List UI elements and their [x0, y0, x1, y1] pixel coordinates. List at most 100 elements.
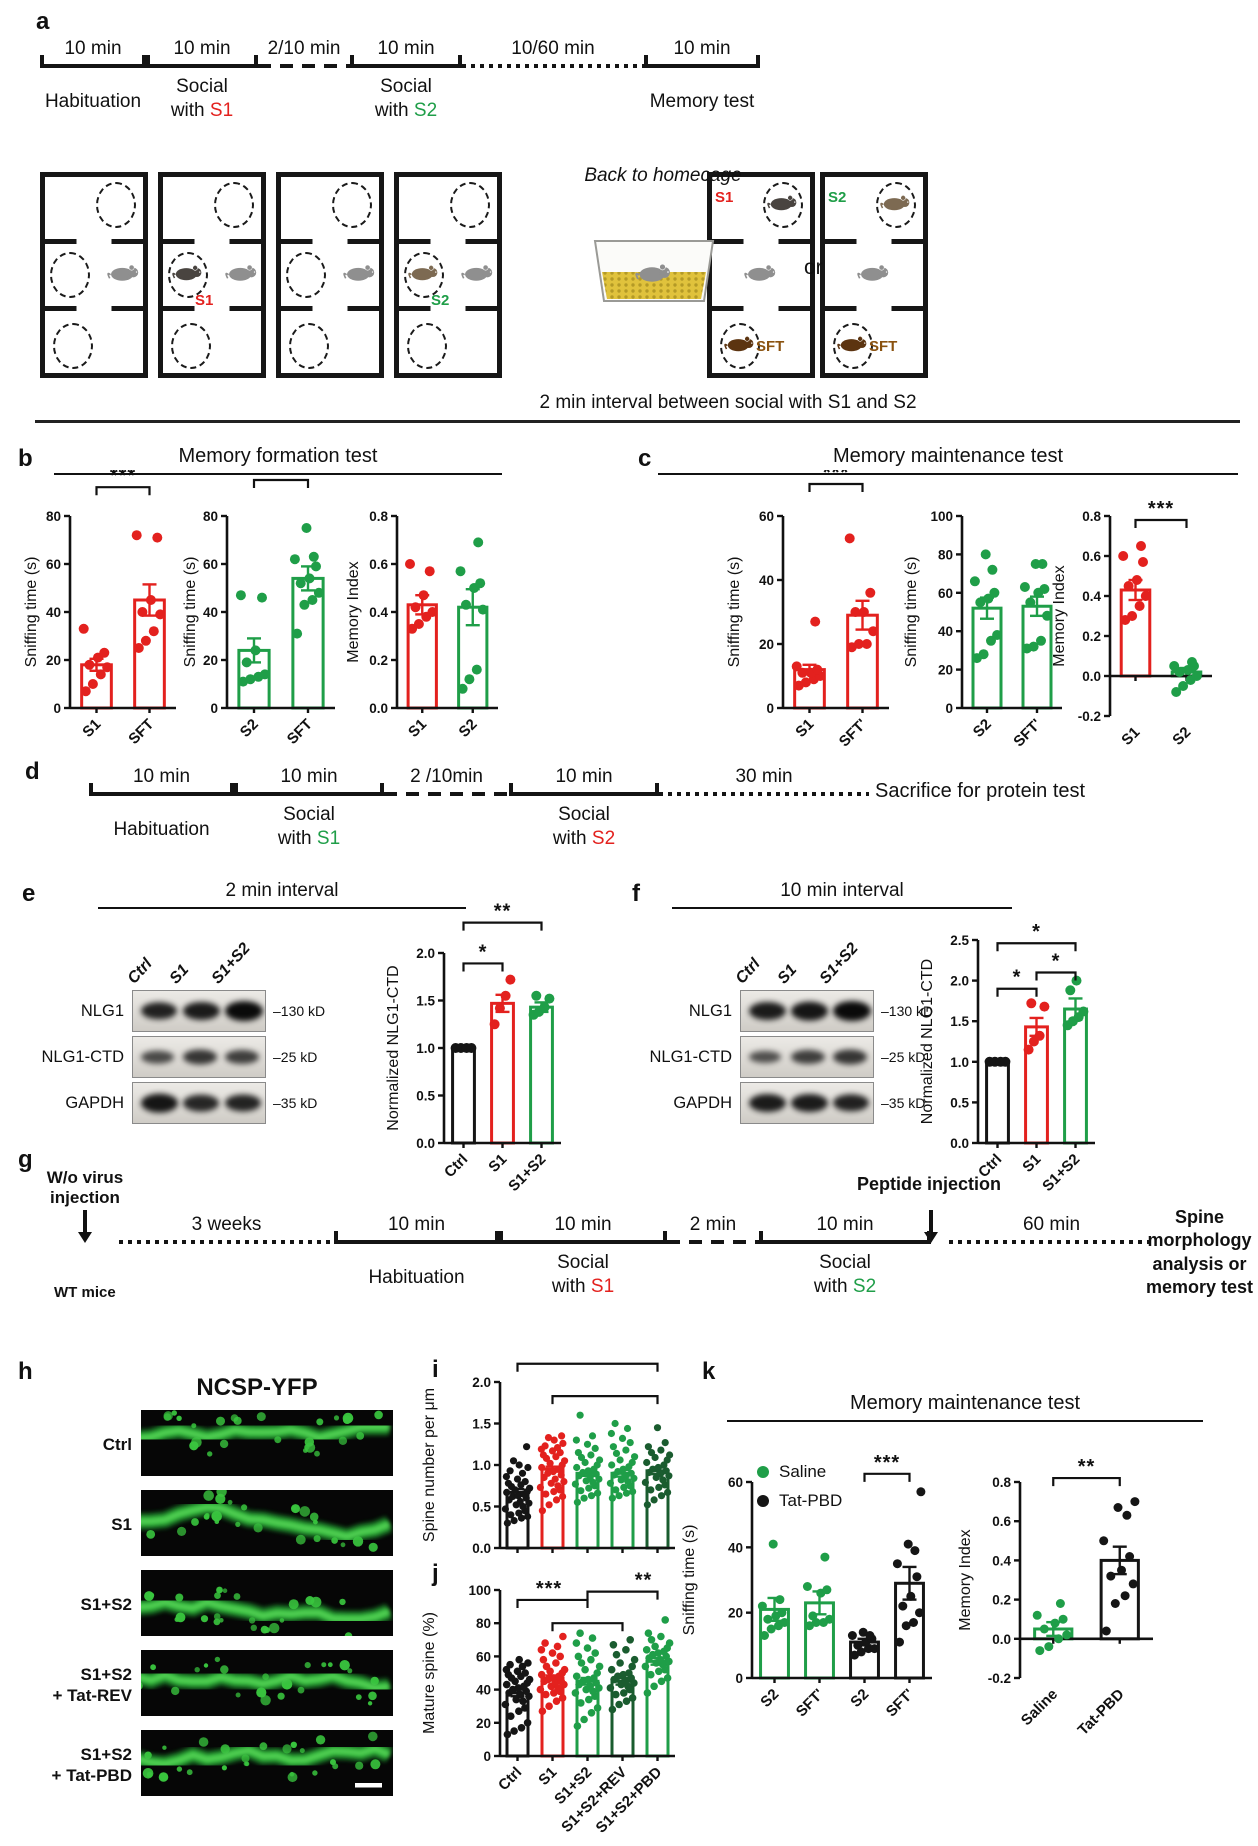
dendrite-row: S1+S2 + Tat-PBD — [24, 1730, 393, 1801]
svg-text:0.5: 0.5 — [416, 1089, 435, 1104]
panel-label-h: h — [18, 1358, 33, 1385]
panel-e-title: 2 min interval — [98, 880, 466, 909]
timeline-segment: 10 min Habituation — [334, 1214, 499, 1290]
mouse-label: SFT — [869, 337, 898, 355]
dendrite-row-label: Ctrl — [102, 1435, 132, 1455]
blot-protein-label: NLG1-CTD — [649, 1047, 732, 1066]
svg-text:20: 20 — [728, 1606, 743, 1621]
svg-text:1.5: 1.5 — [472, 1417, 491, 1432]
chamber-cup — [404, 251, 444, 298]
virus-injection-arrow — [76, 1210, 94, 1249]
svg-text:S1: S1 — [79, 716, 104, 741]
dendrite-image — [134, 1730, 393, 1801]
blot-row: NLG1 –130 kD — [636, 988, 933, 1034]
homecage-illustration — [588, 234, 720, 313]
panel-b: b Memory formation test 0 20 40 60 80 S1 SFT **… — [14, 437, 626, 757]
svg-text:S2: S2 — [970, 716, 995, 741]
svg-text:1.0: 1.0 — [950, 1055, 969, 1070]
bar-chart-k2: -0.2 0.0 0.2 0.4 0.6 0.8 Saline Tat-PBD ** Memory… — [957, 1456, 1153, 1739]
timeline-segment: 10 min Memory test — [644, 38, 760, 114]
three-chamber-cage: S2 SFT — [820, 172, 928, 378]
svg-text:0.0: 0.0 — [416, 1136, 435, 1151]
timeline-segment: 2 min — [667, 1214, 759, 1244]
chart-sniffing-s2-sft-maint: 0 20 40 60 80 100 S2 SFT' Sniffing time (s) — [902, 470, 1070, 761]
divider-line — [35, 420, 1240, 423]
blot-protein-label: NLG1-CTD — [41, 1047, 124, 1066]
wo-virus-label: W/o virus injection — [46, 1168, 124, 1207]
svg-text:Ctrl: Ctrl — [495, 1764, 525, 1794]
three-chamber-cage: S1 SFT — [707, 172, 815, 378]
dendrite-row-label: S1 — [111, 1515, 132, 1535]
bar-chart-c1: 0 20 40 60 S1 SFT' *** Sniffing time (s) — [726, 462, 889, 750]
svg-text:0.0: 0.0 — [950, 1136, 969, 1151]
chart-nlg1-ctd-10min: 0.0 0.5 1.0 1.5 2.0 2.5 Ctrl S1 S1+S2 * * * Normaliz… — [918, 898, 1103, 1210]
legend-label: Tat-PBD — [779, 1491, 843, 1510]
svg-text:0: 0 — [945, 701, 953, 716]
svg-text:40: 40 — [759, 573, 774, 588]
svg-text:0.5: 0.5 — [472, 1500, 491, 1515]
mouse-label: S1 — [715, 189, 734, 206]
mouse-icon — [744, 264, 776, 281]
size-marker: –25 kD — [881, 1049, 926, 1065]
svg-text:***: *** — [110, 470, 136, 487]
back-to-homecage-label: Back to homecage — [584, 165, 742, 186]
bar-chart-k1: 0 20 40 60 S2 SFT' S2 SFT' *** Sniffing time (s) — [681, 1452, 932, 1721]
bar-chart-i1: 0.0 0.5 1.0 1.5 2.0 ** Spine number per μm — [421, 1342, 675, 1556]
size-marker: –130 kD — [273, 1003, 326, 1019]
cage-chamber: S1 — [163, 244, 261, 309]
ncsp-yfp-title: NCSP-YFP — [196, 1374, 318, 1401]
tat-pbd-dot-icon — [757, 1495, 769, 1507]
spine-morphology-label: Spine morphology analysis or memory test — [1145, 1207, 1254, 1298]
panel-i: i 0.0 0.5 1.0 1.5 2.0 ** Spine number per μm — [420, 1342, 690, 1574]
svg-text:-0.2: -0.2 — [1078, 709, 1101, 724]
svg-text:2.5: 2.5 — [950, 933, 969, 948]
lane-label: Ctrl — [124, 955, 156, 988]
svg-text:S2: S2 — [1169, 724, 1194, 749]
panel-g: g W/o virus injection WT mice Peptide inj… — [14, 1146, 1254, 1351]
svg-text:**: ** — [561, 1354, 579, 1364]
panel-label-d: d — [25, 758, 40, 785]
panel-k-title: Memory maintenance test — [727, 1392, 1203, 1422]
panel-k: k Memory maintenance test Saline Tat-PBD… — [680, 1358, 1255, 1838]
chart-sniffing-s2-sft: 0 20 40 60 80 S2 SFT *** Sniffing time (s) — [181, 458, 343, 761]
svg-text:SFT': SFT' — [793, 1686, 828, 1721]
chamber-cup — [289, 322, 329, 369]
timeline-g: 3 weeks 10 min Habituation 10 min Social with… — [14, 1146, 1254, 1351]
svg-text:0: 0 — [766, 701, 774, 716]
mouse-label: S2 — [828, 189, 847, 206]
chamber-cup — [450, 182, 490, 228]
svg-text:60: 60 — [759, 509, 774, 524]
mouse-icon — [343, 264, 375, 281]
lane-label: S1+S2 — [208, 939, 254, 988]
svg-text:*: * — [479, 941, 488, 963]
svg-text:Memory Index: Memory Index — [957, 1529, 974, 1630]
svg-text:SFT': SFT' — [883, 1686, 918, 1721]
cage-chamber — [163, 177, 261, 239]
blot-protein-label: NLG1 — [80, 1001, 124, 1020]
lane-label: S1+S2 — [816, 939, 862, 988]
svg-text:**: ** — [1078, 1456, 1096, 1478]
chamber-cup — [50, 251, 90, 298]
svg-text:80: 80 — [476, 1616, 491, 1631]
svg-text:0.6: 0.6 — [369, 557, 388, 572]
chamber-cup — [407, 322, 447, 369]
cage-chamber — [281, 244, 379, 306]
svg-text:***: *** — [823, 470, 849, 484]
svg-text:***: *** — [268, 470, 294, 480]
svg-text:0.2: 0.2 — [369, 653, 388, 668]
mouse-icon — [880, 195, 910, 211]
svg-text:40: 40 — [203, 605, 218, 620]
cage-chamber — [399, 177, 497, 239]
cage-chamber: S1 — [712, 177, 810, 239]
blot-band-box — [740, 1082, 874, 1124]
cage-chamber — [163, 311, 261, 373]
svg-text:Tat-PBD: Tat-PBD — [1075, 1686, 1128, 1739]
cage-chamber — [825, 244, 923, 306]
wt-mice-label: WT mice — [54, 1284, 116, 1301]
chamber-cup — [720, 322, 760, 369]
svg-text:Spine number per μm: Spine number per μm — [421, 1388, 438, 1542]
svg-text:***: *** — [1148, 498, 1174, 520]
panel-label-a: a — [36, 8, 50, 35]
dendrite-row-label: S1+S2 + Tat-REV — [52, 1665, 132, 1705]
